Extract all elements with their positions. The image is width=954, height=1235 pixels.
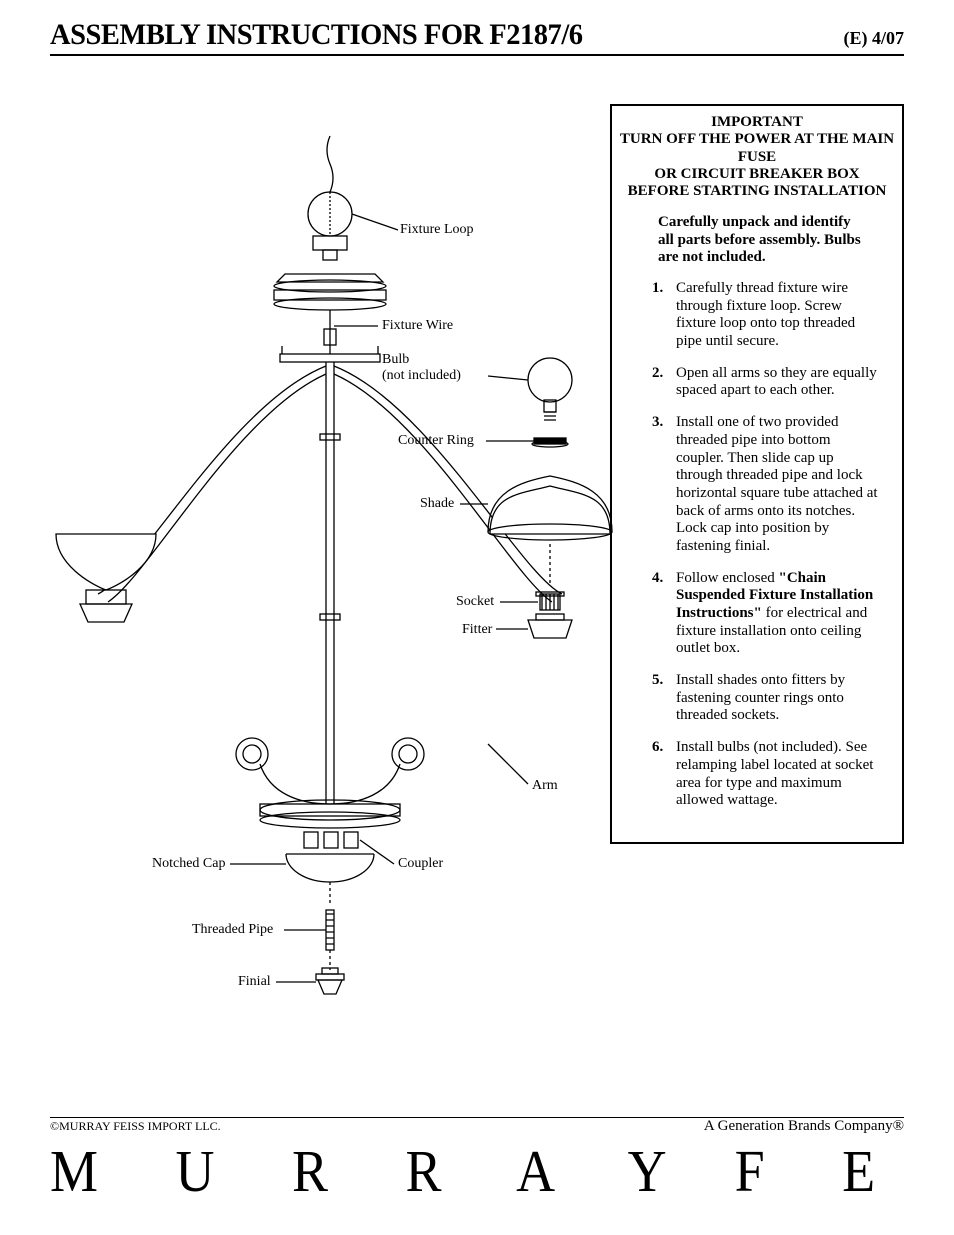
label-finial: Finial [238,974,271,990]
content-row: Fixture Loop Fixture Wire Bulb (not incl… [50,104,904,1004]
warning-important: IMPORTANT [616,114,898,131]
label-bulb-note: (not included) [382,368,461,384]
label-notched-cap: Notched Cap [152,856,225,872]
warning-line3: BEFORE STARTING INSTALLATION [616,183,898,200]
label-fixture-wire: Fixture Wire [382,318,453,334]
label-coupler: Coupler [398,856,443,872]
step-3: 3.Install one of two provided threaded p… [658,414,880,556]
unpack-note: Carefully unpack and identify all parts … [616,214,898,280]
warning-head: IMPORTANT TURN OFF THE POWER AT THE MAIN… [616,114,898,200]
warning-box: IMPORTANT TURN OFF THE POWER AT THE MAIN… [610,104,904,844]
step-4: 4.Follow enclosed "Chain Suspended Fixtu… [658,570,880,658]
label-threaded-pipe: Threaded Pipe [192,922,273,938]
label-arm: Arm [532,778,558,794]
warning-line1: TURN OFF THE POWER AT THE MAIN FUSE [616,131,898,166]
step-6: 6.Install bulbs (not included). See rela… [658,739,880,810]
step-5: 5.Install shades onto fitters by fasteni… [658,672,880,725]
footer: ©MURRAY FEISS IMPORT LLC. A Generation B… [50,1117,904,1199]
footer-line: ©MURRAY FEISS IMPORT LLC. A Generation B… [50,1117,904,1135]
label-socket: Socket [456,594,494,610]
page-date: (E) 4/07 [844,28,905,49]
step-1: 1.Carefully thread fixture wire through … [658,280,880,351]
copyright: ©MURRAY FEISS IMPORT LLC. [50,1119,221,1134]
chandelier-diagram [50,104,610,1004]
label-shade: Shade [420,496,454,512]
tagline: A Generation Brands Company® [704,1118,904,1135]
instructions-column: IMPORTANT TURN OFF THE POWER AT THE MAIN… [610,104,904,1004]
label-fixture-loop: Fixture Loop [400,222,474,238]
label-bulb: Bulb [382,352,409,368]
label-counter-ring: Counter Ring [398,433,474,449]
diagram-column: Fixture Loop Fixture Wire Bulb (not incl… [50,104,610,1004]
warning-line2: OR CIRCUIT BREAKER BOX [616,166,898,183]
step-2: 2.Open all arms so they are equally spac… [658,365,880,400]
label-fitter: Fitter [462,622,492,638]
page-title: ASSEMBLY INSTRUCTIONS FOR F2187/6 [50,18,583,52]
steps-list: 1.Carefully thread fixture wire through … [616,280,898,810]
header-row: ASSEMBLY INSTRUCTIONS FOR F2187/6 (E) 4/… [50,18,904,56]
brand-name: M U R R A YF E I S S [50,1137,904,1205]
